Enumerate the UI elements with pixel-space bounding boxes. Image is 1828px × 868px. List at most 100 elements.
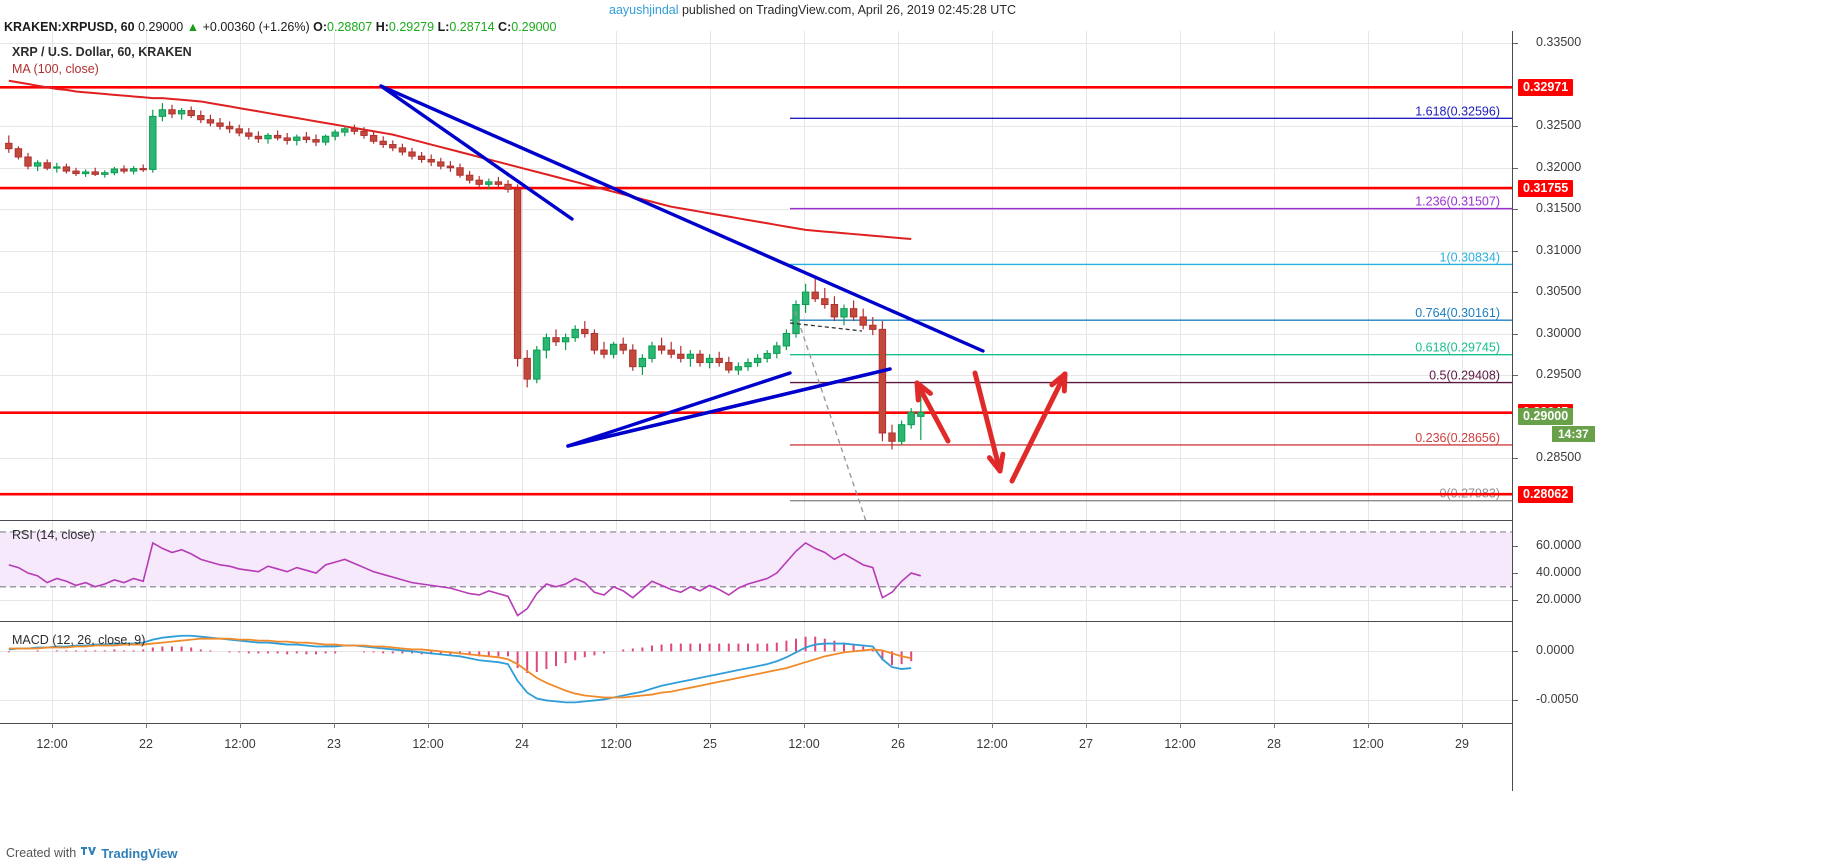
axis-tick-mark <box>1513 412 1518 414</box>
footer-credit: Created with TradingView <box>6 845 178 861</box>
axis-tick-mark <box>1513 167 1518 169</box>
candle-body <box>542 337 551 351</box>
bar-countdown-tag: 14:37 <box>1552 426 1595 443</box>
axis-tick-mark <box>428 723 429 728</box>
ma-indicator-label: MA (100, close) <box>12 62 99 76</box>
candle-body <box>811 291 819 300</box>
chart-header: aayushjindal published on TradingView.co… <box>0 0 1828 34</box>
axis-tick-mark <box>240 723 241 728</box>
axis-tick-mark <box>1513 416 1518 418</box>
last-price-tag[interactable]: 0.29000 <box>1518 407 1574 425</box>
rsi-axis-tick-label: 60.0000 <box>1536 537 1582 552</box>
candle-body <box>293 136 301 141</box>
time-axis-tick-label: 29 <box>1455 737 1469 751</box>
axis-tick-mark <box>1513 573 1518 575</box>
candle-body <box>907 411 915 426</box>
published-text: published on TradingView.com, April 26, … <box>681 3 1016 17</box>
level-price-tag[interactable]: 0.31755 <box>1518 179 1574 197</box>
tradingview-brand-label: TradingView <box>101 845 178 861</box>
time-axis-tick-label: 28 <box>1267 737 1281 751</box>
time-axis-tick-label: 24 <box>515 737 529 751</box>
axis-tick-mark <box>1513 209 1518 211</box>
axis-tick-mark <box>804 723 805 728</box>
macd-indicator-label: MACD (12, 26, close, 9) <box>12 633 146 647</box>
candle-body <box>782 333 791 347</box>
candle-body <box>81 171 90 175</box>
candle-body <box>14 148 23 158</box>
rsi-pane[interactable]: RSI (14, close) <box>0 521 1512 621</box>
price-pane[interactable]: 1.618(0.32596) 1.236(0.31507) 1(0.30834) 0.… <box>0 31 1512 520</box>
axis-tick-mark <box>146 723 147 728</box>
price-axis[interactable]: 0.33500 0.32500 0.32000 0.31500 0.31000 0.305… <box>1512 31 1828 520</box>
moving-average-line <box>8 79 912 241</box>
axis-tick-mark <box>1513 494 1518 496</box>
candle-body <box>619 343 627 351</box>
close-label: C: <box>498 20 512 34</box>
axis-tick-mark <box>1513 600 1518 602</box>
axis-tick-mark <box>1513 87 1518 89</box>
candle-body <box>830 304 839 318</box>
time-axis-tick-label: 12:00 <box>976 737 1008 751</box>
candle-body <box>149 115 157 170</box>
candle-body <box>91 171 99 175</box>
candle-body <box>168 109 176 115</box>
axis-tick-mark <box>710 723 711 728</box>
price-axis-tick-label: 0.30000 <box>1536 325 1582 340</box>
axis-tick-mark <box>1513 457 1518 459</box>
price-axis-tick-label: 0.32500 <box>1536 118 1582 133</box>
candle-body <box>24 156 32 167</box>
candle-body <box>667 349 675 355</box>
candle-body <box>792 304 800 335</box>
candle-body <box>312 139 320 143</box>
axis-tick-mark <box>1513 374 1518 376</box>
publisher-name: aayushjindal <box>609 3 679 17</box>
candle-body <box>657 345 666 351</box>
candle-body <box>638 357 647 368</box>
rsi-axis-tick-label: 20.0000 <box>1536 592 1582 607</box>
candle-body <box>485 181 493 185</box>
time-axis-tick-label: 12:00 <box>788 737 820 751</box>
rsi-axis[interactable]: 60.0000 40.0000 20.0000 <box>1512 521 1828 621</box>
axis-tick-mark <box>1513 188 1518 190</box>
fib-level-label: 0.236(0.28656) <box>1415 431 1500 445</box>
price-axis-tick-label: 0.31000 <box>1536 242 1582 257</box>
time-axis-tick-label: 12:00 <box>600 737 632 751</box>
candle-body <box>648 345 656 359</box>
candle-body <box>72 170 80 175</box>
axis-tick-mark <box>1513 651 1518 653</box>
time-axis-tick-label: 12:00 <box>412 737 444 751</box>
candle-body <box>773 345 781 354</box>
level-price-tag[interactable]: 0.28062 <box>1518 485 1574 503</box>
candle-body <box>321 135 330 143</box>
axis-tick-mark <box>1086 723 1087 728</box>
candle-body <box>369 134 378 142</box>
candle-body <box>888 432 896 442</box>
price-axis-tick-label: 0.32000 <box>1536 159 1582 174</box>
candle-body <box>475 179 483 185</box>
fib-level-label: 0.764(0.30161) <box>1415 306 1500 320</box>
candle-body <box>629 349 637 368</box>
axis-tick-mark <box>1274 723 1275 728</box>
candle-body <box>821 298 829 306</box>
candle-body <box>379 140 387 146</box>
candle-body <box>5 142 13 150</box>
open-value: 0.28807 <box>327 20 373 34</box>
time-axis[interactable]: 12:00 22 12:00 23 12:00 24 12:00 25 12:00 26 12:00… <box>0 723 1828 763</box>
candle-body <box>715 357 723 364</box>
quote-line: KRAKEN:XRPUSD, 60 0.29000 ▲ +0.00360 (+1… <box>4 20 556 34</box>
candle-body <box>494 181 503 185</box>
level-price-tag[interactable]: 0.32971 <box>1518 78 1574 96</box>
time-axis-tick-label: 12:00 <box>1164 737 1196 751</box>
low-label: L: <box>437 20 450 34</box>
macd-axis[interactable]: 0.0000 -0.0050 <box>1512 622 1828 722</box>
macd-pane[interactable]: MACD (12, 26, close, 9) <box>0 622 1512 722</box>
projection-arrow-up-right <box>1009 371 1068 484</box>
axis-tick-mark <box>52 723 53 728</box>
candle-body <box>120 168 128 172</box>
candle-body <box>302 136 311 141</box>
candle-body <box>389 144 397 149</box>
candle-body <box>350 128 359 132</box>
candle-body <box>456 167 464 176</box>
axis-tick-mark <box>898 723 899 728</box>
